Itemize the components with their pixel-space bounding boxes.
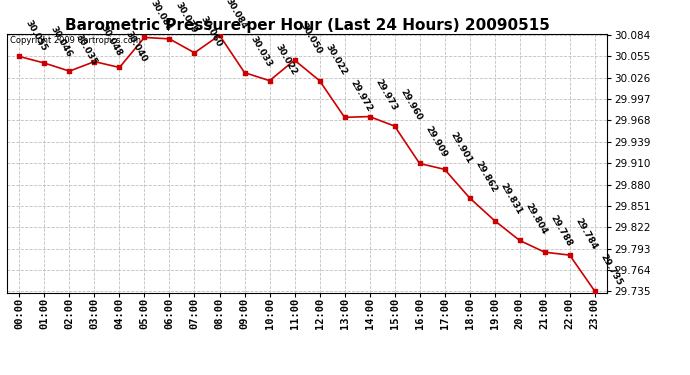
Title: Barometric Pressure per Hour (Last 24 Hours) 20090515: Barometric Pressure per Hour (Last 24 Ho… <box>65 18 549 33</box>
Text: 29.831: 29.831 <box>499 182 524 216</box>
Point <box>89 58 100 64</box>
Point <box>389 123 400 129</box>
Text: 29.784: 29.784 <box>574 216 599 251</box>
Text: 29.972: 29.972 <box>348 78 374 113</box>
Point <box>239 70 250 76</box>
Text: 29.804: 29.804 <box>524 202 549 236</box>
Text: 30.022: 30.022 <box>274 42 299 76</box>
Point <box>339 114 350 120</box>
Text: 30.084: 30.084 <box>224 0 248 31</box>
Text: 29.973: 29.973 <box>374 78 399 112</box>
Text: 29.862: 29.862 <box>474 159 499 194</box>
Point <box>39 60 50 66</box>
Text: 30.055: 30.055 <box>23 18 48 52</box>
Text: 30.050: 30.050 <box>299 22 324 56</box>
Text: 30.033: 30.033 <box>248 34 274 68</box>
Text: 30.081: 30.081 <box>148 0 174 33</box>
Point <box>164 36 175 42</box>
Point <box>564 252 575 258</box>
Text: 29.901: 29.901 <box>448 130 474 165</box>
Text: 30.035: 30.035 <box>74 33 99 67</box>
Point <box>589 288 600 294</box>
Text: 30.079: 30.079 <box>174 0 199 35</box>
Point <box>264 78 275 84</box>
Text: 29.788: 29.788 <box>549 213 574 248</box>
Text: Copyright 2009 Cartropics.com: Copyright 2009 Cartropics.com <box>10 36 141 45</box>
Point <box>489 217 500 223</box>
Text: 30.048: 30.048 <box>99 23 124 57</box>
Text: 30.046: 30.046 <box>48 24 74 59</box>
Point <box>14 54 25 60</box>
Point <box>414 160 425 166</box>
Text: 29.960: 29.960 <box>399 87 424 122</box>
Point <box>464 195 475 201</box>
Text: 29.909: 29.909 <box>424 124 449 159</box>
Point <box>139 34 150 40</box>
Point <box>189 50 200 56</box>
Text: 30.060: 30.060 <box>199 15 224 49</box>
Text: 30.022: 30.022 <box>324 42 348 76</box>
Text: 29.735: 29.735 <box>599 252 624 287</box>
Text: 30.040: 30.040 <box>124 29 148 63</box>
Point <box>514 237 525 243</box>
Point <box>539 249 550 255</box>
Point <box>114 64 125 70</box>
Point <box>364 114 375 120</box>
Point <box>314 78 325 84</box>
Point <box>439 166 450 172</box>
Point <box>64 68 75 74</box>
Point <box>214 32 225 38</box>
Point <box>289 57 300 63</box>
